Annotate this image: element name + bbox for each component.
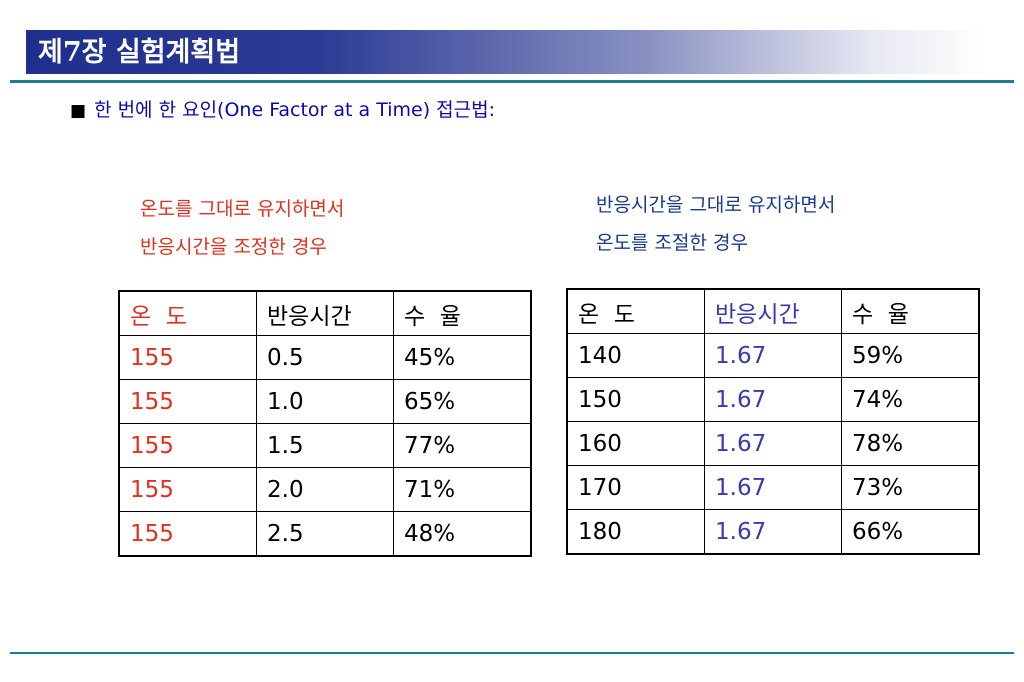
cell-temperature: 150 xyxy=(566,377,705,422)
cell-reaction-time: 1.67 xyxy=(704,421,842,466)
cell-yield: 73% xyxy=(841,465,980,510)
cell-temperature: 140 xyxy=(566,333,705,378)
cell-reaction-time: 1.5 xyxy=(256,423,394,468)
cell-temperature: 170 xyxy=(566,465,705,510)
page-title: 제7장 실험계획법 xyxy=(38,37,241,68)
header-cell-temperature: 온 도 xyxy=(566,288,705,334)
left-caption: 온도를 그대로 유지하면서 반응시간을 조정한 경우 xyxy=(140,190,344,266)
cell-reaction-time: 1.67 xyxy=(704,509,842,555)
cell-yield: 78% xyxy=(841,421,980,466)
table-row: 140 1.67 59% xyxy=(566,333,980,378)
cell-reaction-time: 2.0 xyxy=(256,467,394,512)
cell-temperature: 155 xyxy=(118,511,257,557)
top-divider xyxy=(10,80,1014,83)
cell-yield: 45% xyxy=(393,335,532,380)
header-cell-yield: 수 율 xyxy=(841,288,980,334)
bottom-divider xyxy=(10,652,1014,654)
header-cell-reaction-time: 반응시간 xyxy=(704,288,842,334)
cell-temperature: 155 xyxy=(118,423,257,468)
left-table: 온 도 반응시간 수 율 155 0.5 45% 155 1.0 65% 155… xyxy=(118,290,532,557)
table-row: 180 1.67 66% xyxy=(566,509,980,555)
table-row: 155 2.5 48% xyxy=(118,511,532,557)
table-row: 155 1.0 65% xyxy=(118,379,532,424)
left-caption-line1: 온도를 그대로 유지하면서 xyxy=(140,198,345,220)
title-bar xyxy=(26,30,986,74)
cell-yield: 71% xyxy=(393,467,532,512)
right-caption-line2: 온도를 조절한 경우 xyxy=(596,232,748,254)
table-header-row: 온 도 반응시간 수 율 xyxy=(566,288,980,334)
table-row: 160 1.67 78% xyxy=(566,421,980,466)
cell-temperature: 160 xyxy=(566,421,705,466)
cell-reaction-time: 1.0 xyxy=(256,379,394,424)
right-table: 온 도 반응시간 수 율 140 1.67 59% 150 1.67 74% 1… xyxy=(566,288,980,555)
cell-reaction-time: 1.67 xyxy=(704,377,842,422)
right-caption: 반응시간을 그대로 유지하면서 온도를 조절한 경우 xyxy=(596,186,835,262)
cell-temperature: 155 xyxy=(118,467,257,512)
table-row: 150 1.67 74% xyxy=(566,377,980,422)
cell-temperature: 155 xyxy=(118,379,257,424)
left-caption-line2: 반응시간을 조정한 경우 xyxy=(140,236,327,258)
header-cell-yield: 수 율 xyxy=(393,290,532,336)
header-cell-temperature: 온 도 xyxy=(118,290,257,336)
cell-reaction-time: 2.5 xyxy=(256,511,394,557)
cell-yield: 48% xyxy=(393,511,532,557)
cell-yield: 74% xyxy=(841,377,980,422)
table-row: 155 2.0 71% xyxy=(118,467,532,512)
cell-reaction-time: 0.5 xyxy=(256,335,394,380)
square-bullet-icon: ■ xyxy=(70,101,87,121)
table-row: 170 1.67 73% xyxy=(566,465,980,510)
cell-temperature: 180 xyxy=(566,509,705,555)
header-cell-reaction-time: 반응시간 xyxy=(256,290,394,336)
bullet-line: ■ 한 번에 한 요인(One Factor at a Time) 접근법: xyxy=(70,96,495,125)
cell-yield: 59% xyxy=(841,333,980,378)
bullet-text: 한 번에 한 요인(One Factor at a Time) 접근법: xyxy=(94,99,496,121)
table-header-row: 온 도 반응시간 수 율 xyxy=(118,290,532,336)
cell-yield: 66% xyxy=(841,509,980,555)
table-row: 155 1.5 77% xyxy=(118,423,532,468)
table-row: 155 0.5 45% xyxy=(118,335,532,380)
cell-yield: 77% xyxy=(393,423,532,468)
cell-yield: 65% xyxy=(393,379,532,424)
right-caption-line1: 반응시간을 그대로 유지하면서 xyxy=(596,194,836,216)
cell-reaction-time: 1.67 xyxy=(704,465,842,510)
cell-temperature: 155 xyxy=(118,335,257,380)
cell-reaction-time: 1.67 xyxy=(704,333,842,378)
